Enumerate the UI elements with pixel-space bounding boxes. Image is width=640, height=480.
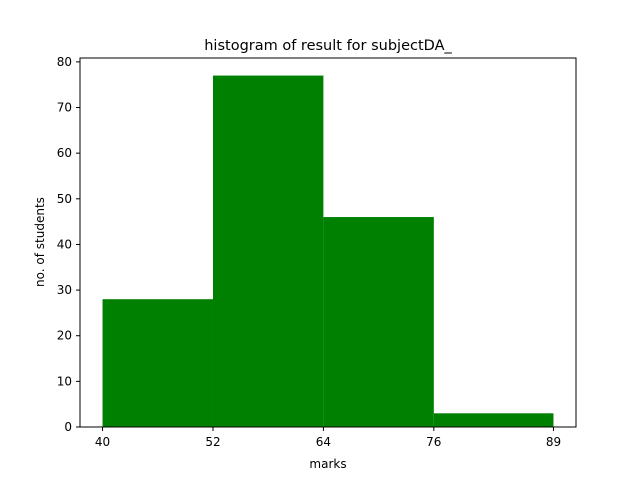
- x-tick-label-0: 40: [95, 435, 110, 449]
- y-tick-label-5: 50: [57, 192, 72, 206]
- x-tick-label-4: 89: [546, 435, 561, 449]
- histogram-bar-3: [433, 413, 554, 427]
- y-tick-label-1: 10: [57, 374, 72, 388]
- y-tick-label-3: 30: [57, 283, 72, 297]
- y-tick-label-7: 70: [57, 101, 72, 115]
- histogram-bar-2: [323, 217, 434, 427]
- x-axis-ticks: 40 52 64 76 89: [95, 427, 561, 449]
- y-tick-label-8: 80: [57, 55, 72, 69]
- histogram-bar-1: [212, 75, 324, 428]
- x-tick-label-1: 52: [205, 435, 220, 449]
- bars-group: [102, 75, 554, 428]
- y-tick-label-2: 20: [57, 329, 72, 343]
- x-axis-label: marks: [309, 457, 346, 471]
- x-tick-label-3: 76: [426, 435, 441, 449]
- x-tick-label-2: 64: [316, 435, 331, 449]
- y-tick-label-4: 40: [57, 237, 72, 251]
- chart-title: histogram of result for subjectDA_: [204, 38, 452, 54]
- y-tick-label-0: 0: [64, 420, 72, 434]
- y-axis-label: no. of students: [33, 197, 47, 287]
- y-tick-label-6: 60: [57, 146, 72, 160]
- y-axis-ticks: 0 10 20 30 40 50 60 70 80: [57, 55, 80, 434]
- histogram-bar-0: [102, 299, 213, 427]
- plot-frame: [79, 57, 577, 428]
